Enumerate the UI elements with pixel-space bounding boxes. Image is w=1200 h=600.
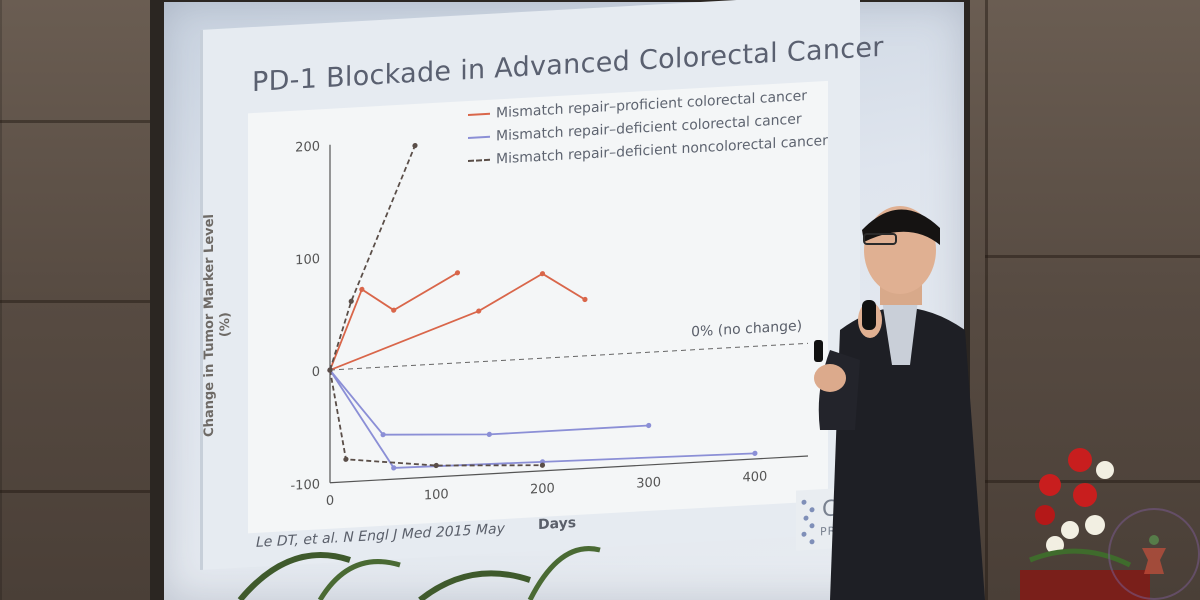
slide: PD-1 Blockade in Advanced Colorectal Can… [200, 0, 906, 570]
data-point [646, 422, 652, 429]
baseline-label: 0% (no change) [691, 318, 802, 340]
y-tick-label: 0 [312, 365, 320, 380]
tumor-marker-plot: 0% (no change) 200 100 0 -100 0 100 200 300 400 [291, 139, 808, 509]
y-axis-label: Change in Tumor Marker Level (%) [202, 213, 234, 438]
series-line [329, 369, 755, 469]
x-tick-label: 200 [530, 481, 555, 497]
watermark-seal [1108, 508, 1200, 600]
dancer-logo-icon [1142, 535, 1166, 574]
company-logo: CA PRECISI [796, 484, 906, 551]
y-axis-label-line1: Change in Tumor Marker Level [202, 213, 217, 438]
data-point [476, 308, 482, 314]
wall-panel-seam [0, 300, 150, 303]
plot-area: 0% (no change) 200 100 0 -100 0 100 200 300 400 M… [202, 80, 906, 551]
data-point [539, 462, 546, 468]
data-point [412, 143, 418, 149]
legend-swatch [468, 112, 490, 116]
y-axis-label-line2: (%) [218, 311, 233, 338]
series-line [329, 272, 586, 371]
wall-panel-seam [0, 120, 150, 123]
data-point [327, 367, 333, 373]
data-point [391, 307, 397, 313]
data-point [380, 432, 386, 438]
series-line [329, 272, 458, 371]
data-point [343, 456, 349, 462]
data-point [348, 298, 354, 304]
data-point [486, 431, 492, 437]
series-line [329, 145, 416, 371]
series-line [329, 369, 649, 436]
x-axis-line [330, 455, 808, 484]
data-point [454, 270, 461, 276]
wall-panel-seam [985, 0, 988, 600]
data-point [359, 286, 365, 293]
series-line [329, 369, 543, 467]
wall-panel-seam [985, 480, 1200, 483]
data-point [539, 271, 546, 277]
presenter [814, 206, 985, 600]
x-tick-label: 100 [424, 487, 449, 503]
dna-logo-icon [801, 499, 815, 545]
potted-palm-leaves [237, 546, 601, 600]
wall-panel-seam [0, 490, 150, 493]
data-point [433, 462, 439, 469]
y-tick-label: -100 [291, 477, 320, 494]
legend-swatch [468, 158, 490, 162]
wall-panel-seam [985, 255, 1200, 258]
x-tick-label: 400 [742, 469, 767, 485]
x-tick-label: 0 [326, 494, 334, 509]
legend-swatch [468, 135, 490, 139]
x-tick-label: 300 [636, 475, 661, 491]
data-point [391, 465, 397, 471]
data-point [752, 450, 758, 456]
y-tick-label: 100 [295, 252, 320, 268]
y-tick-label: 200 [295, 139, 320, 155]
data-point [582, 296, 588, 303]
baseline-line [330, 342, 808, 371]
